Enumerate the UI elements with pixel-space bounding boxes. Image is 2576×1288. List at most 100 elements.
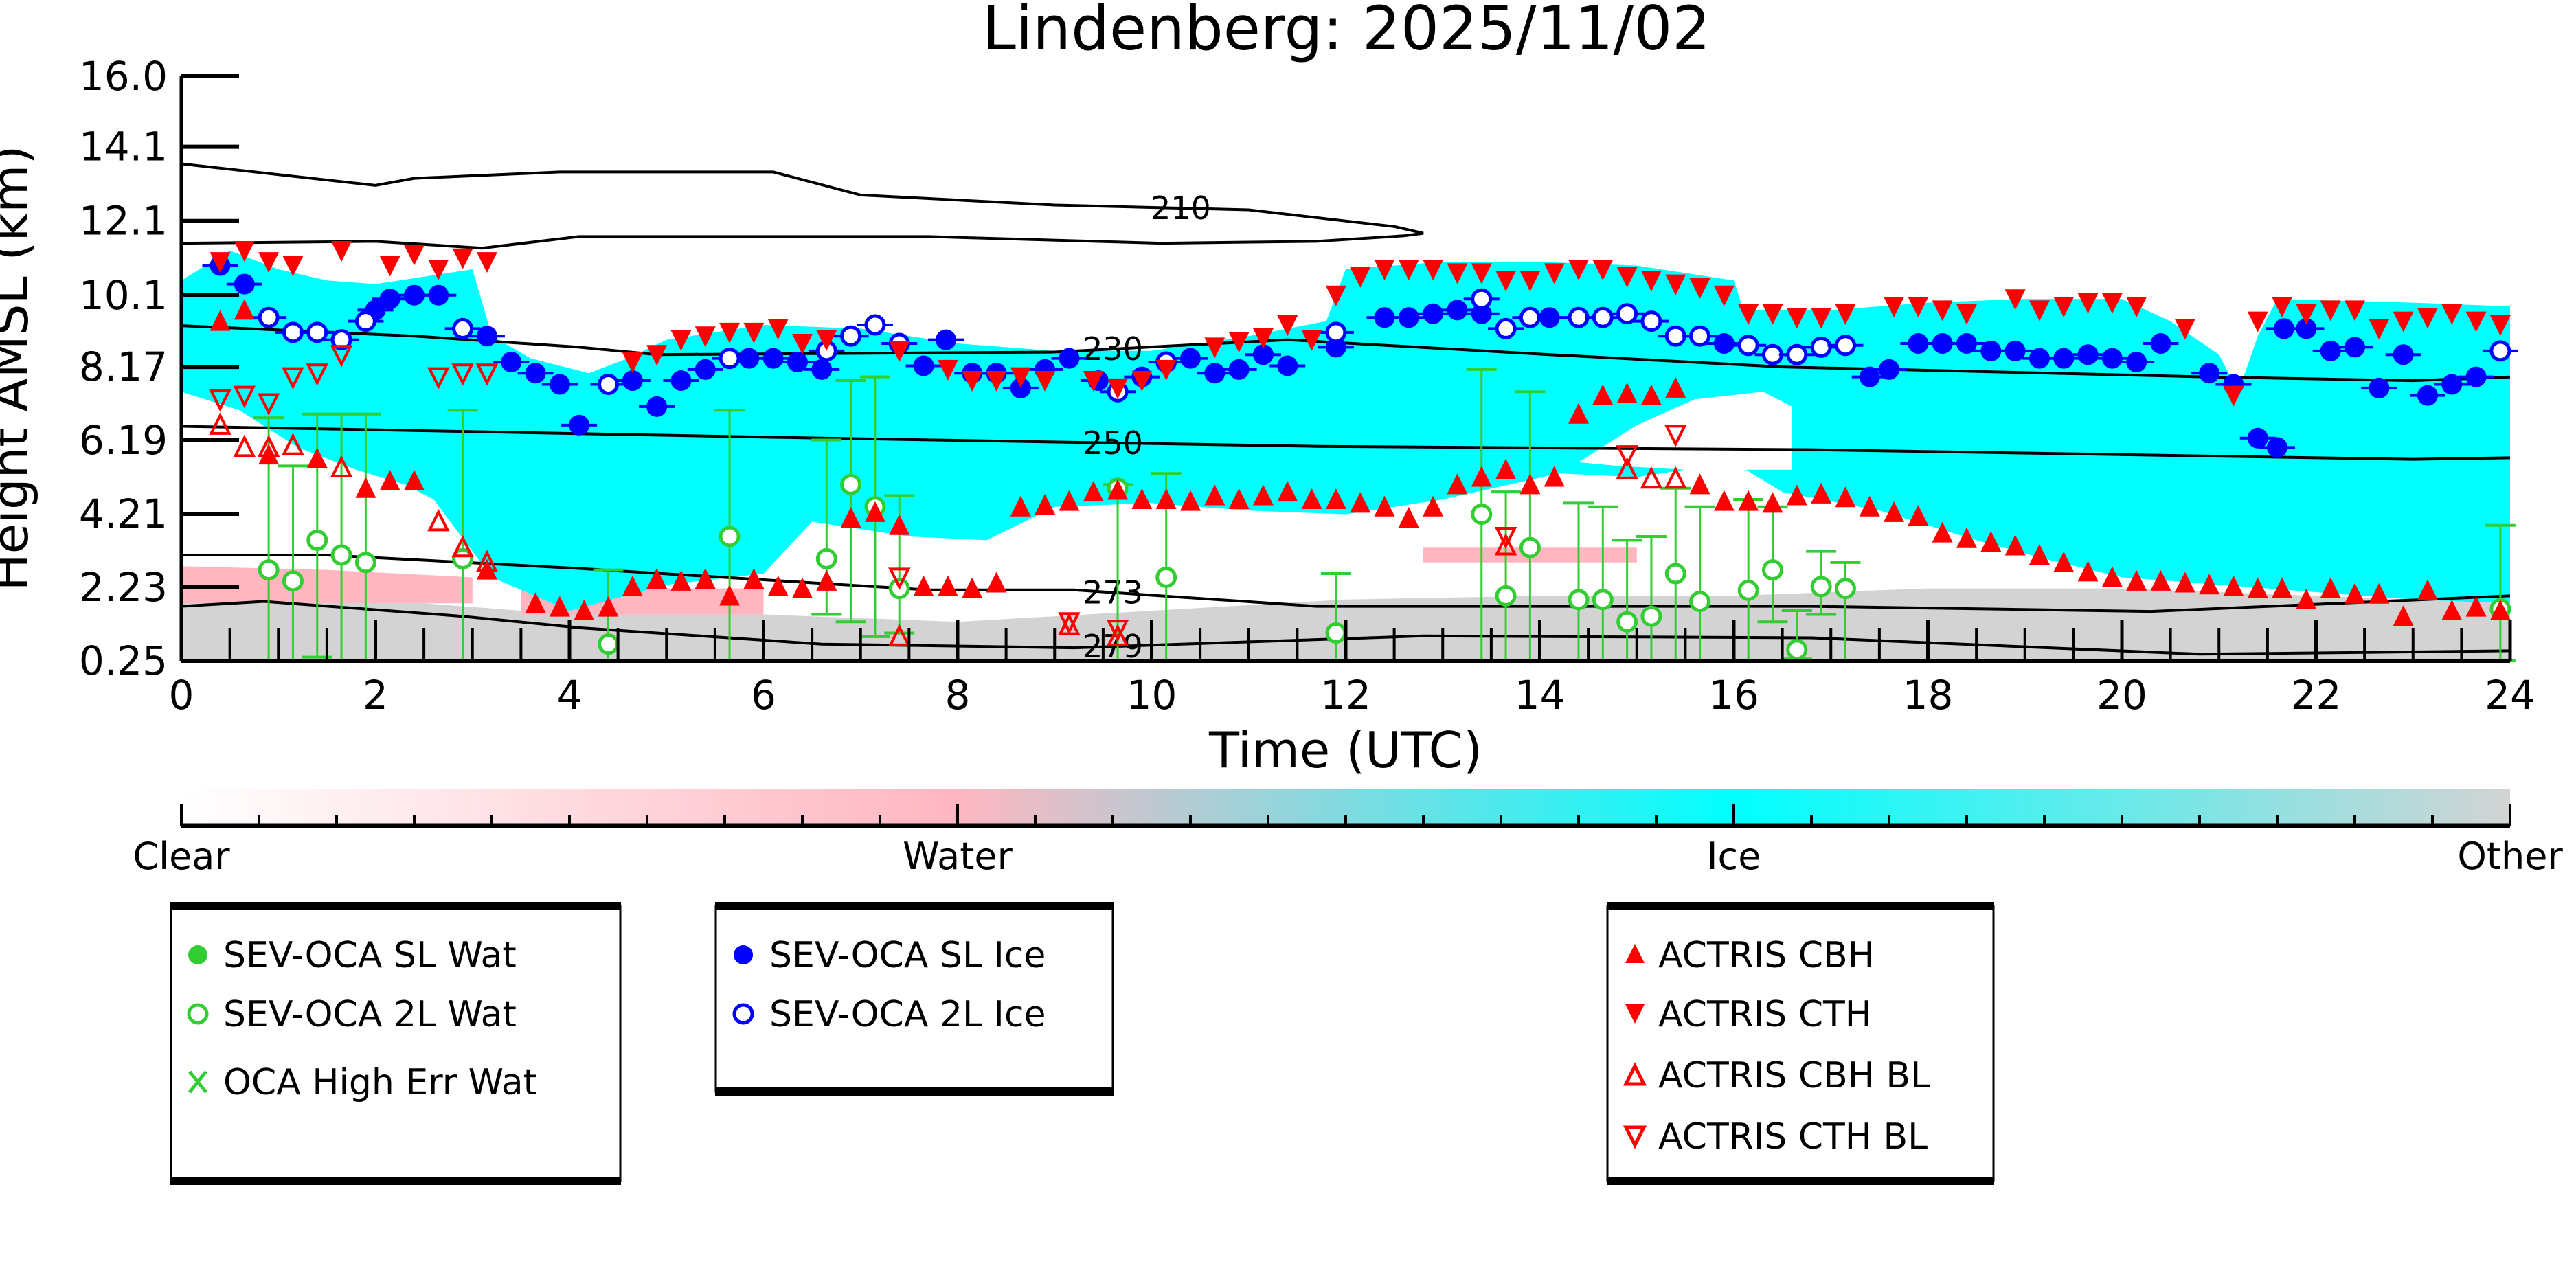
data-point (2320, 340, 2341, 361)
data-point (282, 256, 304, 277)
y-tick-label: 16.0 (79, 53, 168, 100)
data-point (1616, 382, 1638, 403)
data-point (1810, 336, 1832, 358)
data-point (1301, 488, 1322, 509)
data-point (1689, 325, 1711, 347)
contour-label: 273 (1083, 574, 1143, 611)
data-point (888, 624, 911, 646)
data-point (475, 550, 499, 572)
data-point (719, 585, 741, 606)
data-point (937, 359, 958, 381)
y-tick-label: 2.23 (79, 564, 168, 611)
data-point (1059, 490, 1080, 511)
data-point (2174, 572, 2195, 593)
data-point (1058, 612, 1081, 635)
data-point (743, 568, 765, 589)
data-point (1737, 579, 1759, 601)
data-point (1713, 490, 1735, 511)
legend-marker-triangle-up (1625, 944, 1645, 963)
data-point (1884, 296, 1905, 317)
data-point (2053, 296, 2075, 317)
data-point (1568, 589, 1590, 611)
data-point (2223, 575, 2244, 596)
data-point (1035, 371, 1056, 392)
data-point (1616, 457, 1638, 479)
data-point (306, 321, 328, 343)
data-point (2150, 333, 2171, 354)
data-point (451, 534, 474, 558)
colorbar: Clear Water Ice Other (133, 789, 2563, 878)
data-point (1519, 473, 1541, 495)
data-point (738, 348, 760, 369)
contour-250 (181, 425, 2510, 461)
data-point (2369, 583, 2390, 604)
data-point (2077, 344, 2099, 365)
data-point (404, 245, 425, 266)
data-point (1447, 300, 1468, 321)
data-point (1325, 337, 1346, 358)
data-point (1471, 263, 1492, 284)
data-point (792, 334, 813, 355)
data-point (719, 348, 741, 370)
x-tick-label: 10 (1127, 672, 1177, 719)
data-point (1592, 589, 1614, 611)
data-point (258, 559, 280, 581)
data-point (2077, 293, 2099, 314)
data-point (1277, 315, 1298, 337)
data-point (1519, 306, 1541, 328)
x-tick-label: 24 (2485, 672, 2535, 719)
data-point (986, 572, 1007, 593)
data-point (889, 341, 910, 362)
data-point (2247, 311, 2268, 332)
data-point (2199, 363, 2220, 384)
data-point (1447, 263, 1468, 284)
legend-label: ACTRIS CBH (1658, 935, 1875, 976)
data-point (1956, 333, 1977, 354)
data-point (2369, 377, 2390, 398)
data-point (694, 359, 716, 380)
data-point (1010, 377, 1031, 398)
data-point (1786, 484, 1807, 506)
data-point (2441, 374, 2463, 395)
data-point (1762, 559, 1783, 581)
data-point (1956, 527, 1977, 548)
contour-230 (181, 324, 2510, 383)
legend-marker-x-green (188, 1070, 207, 1094)
data-point (1738, 304, 1759, 325)
legend-label: SEV-OCA SL Ice (769, 935, 1046, 976)
data-point (2126, 569, 2147, 591)
data-point (2101, 293, 2123, 314)
data-point (2296, 588, 2317, 609)
data-point (1252, 328, 1274, 349)
data-point (2393, 311, 2414, 332)
data-point (2247, 577, 2268, 598)
data-point (1228, 332, 1250, 353)
data-point (2369, 319, 2390, 340)
data-point (2247, 427, 2268, 449)
legend-label: SEV-OCA 2L Wat (223, 994, 517, 1035)
data-point (2267, 437, 2287, 458)
colorbar-label-clear: Clear (133, 835, 230, 878)
data-point (1811, 308, 1832, 329)
data-point (840, 473, 862, 495)
data-point (1738, 490, 1759, 511)
data-point (787, 352, 808, 373)
data-point (282, 367, 304, 390)
legend-label: ACTRIS CTH (1658, 994, 1872, 1035)
data-point (1834, 335, 1856, 357)
data-point (2296, 304, 2317, 325)
data-point (1325, 622, 1347, 644)
x-tick-label: 8 (945, 672, 971, 719)
data-point (210, 252, 231, 273)
data-point (1447, 473, 1468, 495)
data-point (451, 363, 474, 386)
data-point (719, 322, 741, 343)
data-point (2150, 569, 2171, 591)
legend-ice: SEV-OCA SL Ice SEV-OCA 2L Ice (714, 902, 1114, 1096)
data-point (1544, 263, 1565, 284)
data-point (1325, 285, 1346, 306)
data-point (2174, 319, 2195, 340)
data-point (1689, 473, 1710, 495)
